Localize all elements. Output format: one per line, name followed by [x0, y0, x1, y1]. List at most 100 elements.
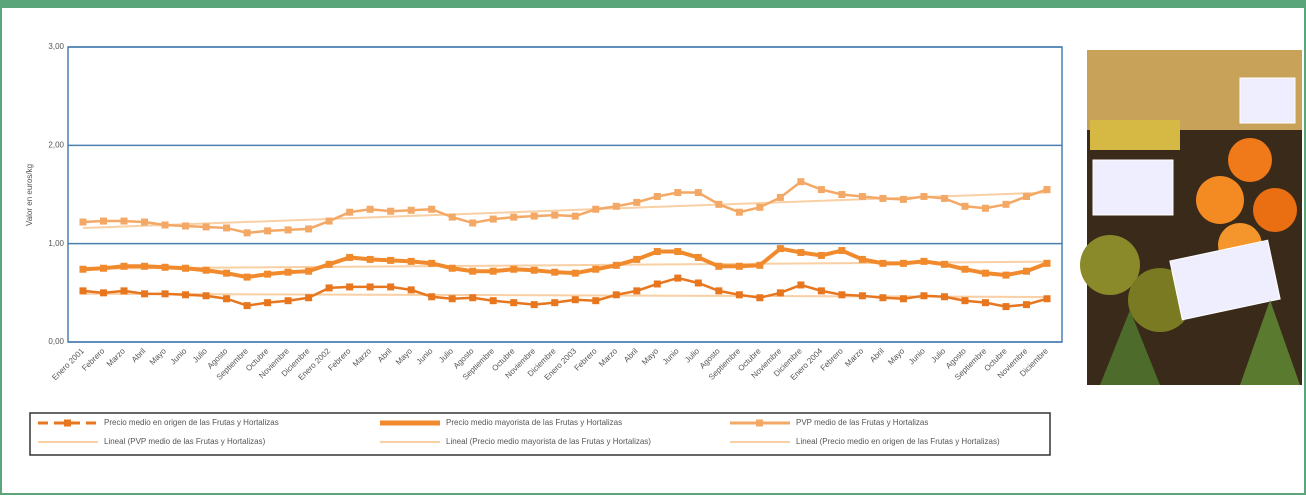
point [326, 284, 333, 291]
point [182, 265, 189, 272]
point [756, 204, 763, 211]
point [900, 196, 907, 203]
point [203, 292, 210, 299]
point [654, 193, 661, 200]
point [797, 281, 804, 288]
point [613, 291, 620, 298]
point [510, 299, 517, 306]
point [428, 206, 435, 213]
point [305, 294, 312, 301]
point [162, 264, 169, 271]
photo [1080, 50, 1302, 385]
point [408, 286, 415, 293]
point [121, 263, 128, 270]
point [1002, 303, 1009, 310]
point [715, 263, 722, 270]
point [244, 229, 251, 236]
point [80, 287, 87, 294]
point [1002, 201, 1009, 208]
point [961, 203, 968, 210]
point [879, 260, 886, 267]
point [469, 294, 476, 301]
point [920, 258, 927, 265]
point [838, 291, 845, 298]
point [920, 292, 927, 299]
point [551, 299, 558, 306]
point [264, 299, 271, 306]
point [613, 203, 620, 210]
point [777, 245, 784, 252]
point [162, 221, 169, 228]
legend-label: Precio medio en origen de las Frutas y H… [104, 418, 279, 427]
point [572, 270, 579, 277]
point [592, 297, 599, 304]
point [285, 297, 292, 304]
point [572, 213, 579, 220]
legend-label: PVP medio de las Frutas y Hortalizas [796, 418, 928, 427]
point [326, 218, 333, 225]
point [633, 199, 640, 206]
photo-sign [1240, 78, 1295, 123]
point [674, 275, 681, 282]
point [920, 193, 927, 200]
point [715, 201, 722, 208]
point [674, 189, 681, 196]
point [756, 294, 763, 301]
point [80, 266, 87, 273]
point [387, 283, 394, 290]
point [777, 289, 784, 296]
point [469, 268, 476, 275]
point [367, 256, 374, 263]
point [838, 191, 845, 198]
legend-label: Lineal (Precio medio en origen de las Fr… [796, 437, 1000, 446]
point [879, 294, 886, 301]
point [674, 248, 681, 255]
point [818, 287, 825, 294]
point [121, 218, 128, 225]
point [982, 205, 989, 212]
point [1044, 260, 1051, 267]
point [510, 214, 517, 221]
point [367, 283, 374, 290]
point [756, 262, 763, 269]
point [490, 216, 497, 223]
point [592, 266, 599, 273]
point [449, 265, 456, 272]
point [387, 257, 394, 264]
point [203, 223, 210, 230]
point [223, 295, 230, 302]
point [961, 266, 968, 273]
point [695, 280, 702, 287]
point [285, 269, 292, 276]
point [695, 254, 702, 261]
page: Valor en euros/kg 0,001,002,003,00Enero … [0, 0, 1306, 500]
y-tick-label: 1,00 [48, 239, 64, 248]
point [613, 262, 620, 269]
point [203, 267, 210, 274]
y-tick-label: 2,00 [48, 140, 64, 149]
point [80, 219, 87, 226]
legend-label: Precio medio mayorista de las Frutas y H… [446, 418, 622, 427]
point [367, 206, 374, 213]
point [408, 207, 415, 214]
point [449, 295, 456, 302]
point [879, 195, 886, 202]
point [982, 299, 989, 306]
legend-marker [64, 420, 71, 427]
point [551, 269, 558, 276]
point [1023, 193, 1030, 200]
point [941, 195, 948, 202]
point [141, 219, 148, 226]
point [346, 283, 353, 290]
photo-fruit [1090, 120, 1180, 150]
legend-marker [756, 420, 763, 427]
point [900, 295, 907, 302]
photo-melon [1080, 235, 1140, 295]
point [654, 280, 661, 287]
point [654, 248, 661, 255]
point [633, 256, 640, 263]
y-axis-label: Valor en euros/kg [25, 164, 34, 226]
photo-orange [1228, 138, 1272, 182]
legend-label: Lineal (Precio medio mayorista de las Fr… [446, 437, 651, 446]
point [141, 263, 148, 270]
